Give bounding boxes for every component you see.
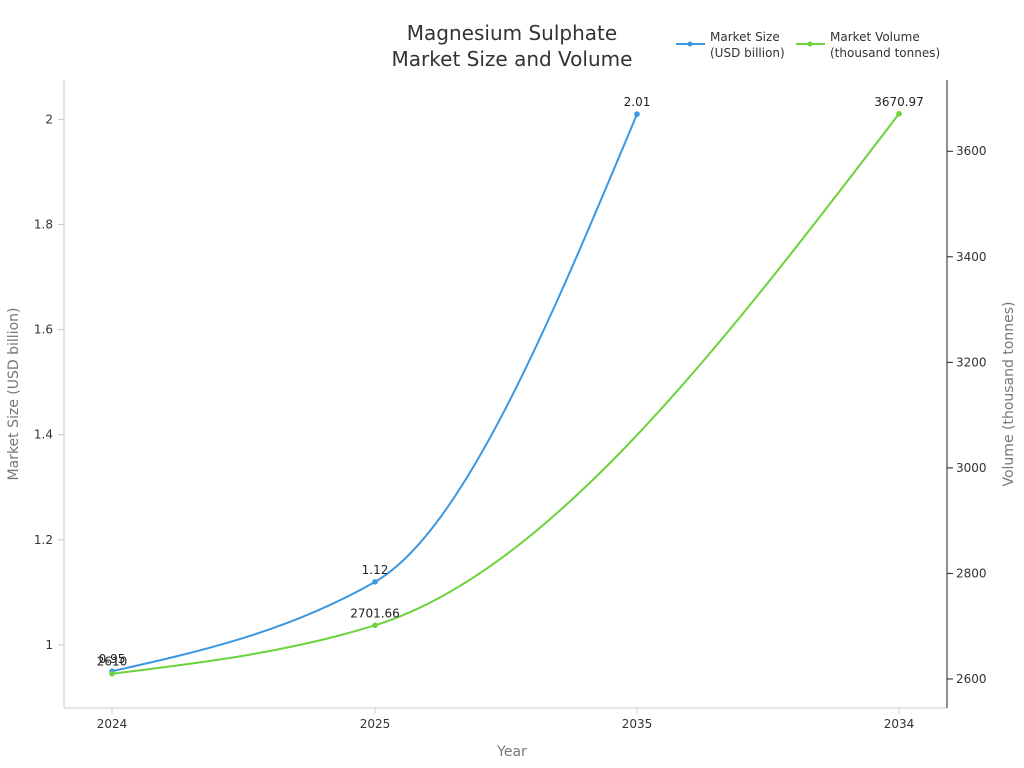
left-tick-label: 1.8 xyxy=(34,218,53,232)
chart-title-line-1: Magnesium Sulphate xyxy=(407,21,617,45)
right-axis-ticks: 2600 2800 3000 3200 3400 3600 xyxy=(947,144,987,686)
x-axis-ticks: 2024 2025 2035 2034 xyxy=(97,708,915,731)
data-point-market-size[interactable] xyxy=(372,579,378,585)
x-tick-label: 2025 xyxy=(360,717,391,731)
left-tick-label: 1.6 xyxy=(34,323,53,337)
series-line-market-size xyxy=(111,113,638,673)
right-tick-label: 3400 xyxy=(956,250,987,264)
left-axis-ticks: 1 1.2 1.4 1.6 1.8 2 xyxy=(34,112,64,652)
data-point-market-volume[interactable] xyxy=(372,622,378,629)
legend-marker-market-size xyxy=(687,41,693,47)
data-point-market-volume[interactable] xyxy=(109,670,115,677)
left-tick-label: 1.2 xyxy=(34,533,53,547)
x-tick-label: 2034 xyxy=(884,717,915,731)
x-axis-title: Year xyxy=(496,744,527,760)
legend: Market Size (USD billion) Market Volume … xyxy=(676,30,940,60)
left-tick-label: 1 xyxy=(45,638,53,652)
series-lines xyxy=(111,113,900,675)
data-label-market-volume: 3670.97 xyxy=(874,95,924,109)
legend-label-market-volume-2: (thousand tonnes) xyxy=(830,46,940,60)
data-point-market-size[interactable] xyxy=(634,111,640,117)
legend-label-market-volume-1: Market Volume xyxy=(830,30,920,44)
legend-marker-market-volume xyxy=(807,41,813,47)
x-tick-label: 2035 xyxy=(622,717,653,731)
series-points xyxy=(109,110,902,677)
right-tick-label: 3200 xyxy=(956,355,987,369)
series-line-market-volume xyxy=(111,113,900,675)
data-label-market-size: 0.95 xyxy=(99,652,126,666)
legend-label-market-size-1: Market Size xyxy=(710,30,780,44)
right-tick-label: 3600 xyxy=(956,144,987,158)
left-tick-label: 2 xyxy=(45,112,53,126)
right-tick-label: 3000 xyxy=(956,461,987,475)
right-tick-label: 2600 xyxy=(956,672,987,686)
left-axis-title: Market Size (USD billion) xyxy=(6,308,22,481)
data-point-market-volume[interactable] xyxy=(896,110,902,117)
left-tick-label: 1.4 xyxy=(34,428,53,442)
data-label-market-volume: 2610 xyxy=(97,655,128,669)
data-label-market-size: 1.12 xyxy=(362,563,389,577)
legend-label-market-size-2: (USD billion) xyxy=(710,46,785,60)
data-label-market-size: 2.01 xyxy=(624,95,651,109)
chart-title-line-2: Market Size and Volume xyxy=(392,47,633,71)
legend-item-market-size[interactable]: Market Size (USD billion) xyxy=(676,30,785,60)
data-labels: 0.95 1.12 2.01 2610 2701.66 3670.97 xyxy=(97,95,924,669)
legend-item-market-volume[interactable]: Market Volume (thousand tonnes) xyxy=(796,30,940,60)
x-tick-label: 2024 xyxy=(97,717,128,731)
right-axis-title: Volume (thousand tonnes) xyxy=(1001,301,1017,486)
right-tick-label: 2800 xyxy=(956,566,987,580)
data-label-market-volume: 2701.66 xyxy=(350,606,400,620)
